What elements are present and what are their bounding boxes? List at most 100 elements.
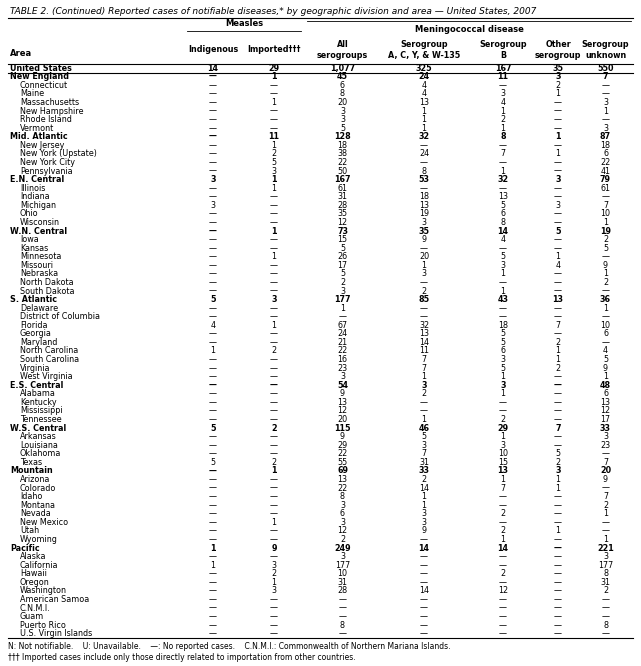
Text: —: — — [420, 141, 428, 150]
Text: 24: 24 — [419, 149, 429, 159]
Text: Mid. Atlantic: Mid. Atlantic — [10, 133, 67, 141]
Text: —: — — [270, 603, 278, 613]
Text: —: — — [209, 509, 217, 518]
Text: —: — — [209, 158, 217, 167]
Text: —: — — [499, 578, 507, 587]
Text: —: — — [554, 518, 562, 527]
Text: 12: 12 — [337, 218, 347, 227]
Text: —: — — [554, 569, 562, 578]
Text: 33: 33 — [419, 466, 429, 476]
Text: 1: 1 — [272, 252, 276, 261]
Text: —: — — [270, 235, 278, 244]
Text: 3: 3 — [556, 201, 560, 210]
Text: 35: 35 — [553, 64, 563, 73]
Text: 167: 167 — [495, 64, 512, 73]
Text: 1: 1 — [422, 372, 426, 381]
Text: 50: 50 — [337, 166, 347, 176]
Text: —: — — [554, 244, 562, 252]
Text: —: — — [554, 390, 562, 398]
Text: 1: 1 — [501, 166, 506, 176]
Text: —: — — [270, 355, 278, 364]
Text: Mountain: Mountain — [10, 466, 53, 476]
Text: —: — — [499, 158, 507, 167]
Text: —: — — [270, 390, 278, 398]
Text: —: — — [209, 415, 217, 424]
Text: —: — — [270, 441, 278, 450]
Text: —: — — [270, 304, 278, 312]
Text: 35: 35 — [337, 209, 347, 218]
Text: 5: 5 — [501, 364, 506, 373]
Text: 1: 1 — [271, 73, 277, 81]
Text: —: — — [499, 244, 507, 252]
Text: —: — — [270, 415, 278, 424]
Text: —: — — [554, 535, 562, 544]
Text: 5: 5 — [210, 458, 215, 467]
Text: —: — — [209, 535, 217, 544]
Text: —: — — [270, 192, 278, 201]
Text: —: — — [499, 81, 507, 90]
Text: —: — — [554, 235, 562, 244]
Text: —: — — [209, 226, 217, 236]
Text: 13: 13 — [497, 466, 508, 476]
Text: 67: 67 — [337, 321, 347, 330]
Text: —: — — [554, 561, 562, 569]
Text: New York City: New York City — [20, 158, 75, 167]
Text: —: — — [499, 612, 507, 621]
Text: —: — — [554, 398, 562, 407]
Text: 11: 11 — [419, 346, 429, 356]
Text: 4: 4 — [210, 321, 215, 330]
Text: 7: 7 — [421, 450, 426, 458]
Text: 6: 6 — [603, 330, 608, 338]
Text: 7: 7 — [603, 458, 608, 467]
Text: 33: 33 — [600, 424, 611, 433]
Text: 8: 8 — [500, 133, 506, 141]
Text: 3: 3 — [555, 73, 561, 81]
Text: 10: 10 — [498, 450, 508, 458]
Text: —: — — [209, 244, 217, 252]
Text: 6: 6 — [603, 390, 608, 398]
Text: 1: 1 — [501, 432, 506, 441]
Text: —: — — [270, 629, 278, 638]
Text: 3: 3 — [555, 466, 561, 476]
Text: 38: 38 — [338, 149, 347, 159]
Text: Kentucky: Kentucky — [20, 398, 56, 407]
Text: —: — — [554, 492, 562, 501]
Text: —: — — [554, 278, 562, 287]
Text: 46: 46 — [419, 424, 429, 433]
Text: 17: 17 — [601, 415, 611, 424]
Text: 5: 5 — [556, 450, 561, 458]
Text: 8: 8 — [501, 218, 506, 227]
Text: 43: 43 — [497, 295, 508, 304]
Text: 3: 3 — [340, 372, 345, 381]
Text: 3: 3 — [501, 89, 506, 99]
Text: —: — — [554, 441, 562, 450]
Text: Wisconsin: Wisconsin — [20, 218, 60, 227]
Text: 6: 6 — [340, 509, 345, 518]
Text: 53: 53 — [419, 175, 429, 184]
Text: 1: 1 — [422, 107, 426, 116]
Text: —: — — [270, 89, 278, 99]
Text: —: — — [209, 603, 217, 613]
Text: Colorado: Colorado — [20, 484, 56, 493]
Text: —: — — [209, 595, 217, 604]
Text: Missouri: Missouri — [20, 261, 53, 270]
Text: Indiana: Indiana — [20, 192, 49, 201]
Text: —: — — [270, 201, 278, 210]
Text: 5: 5 — [421, 432, 426, 441]
Text: 1: 1 — [272, 518, 276, 527]
Text: West Virginia: West Virginia — [20, 372, 72, 381]
Text: Pennsylvania: Pennsylvania — [20, 166, 72, 176]
Text: Minnesota: Minnesota — [20, 252, 62, 261]
Text: —: — — [554, 595, 562, 604]
Text: 18: 18 — [498, 321, 508, 330]
Text: 20: 20 — [419, 252, 429, 261]
Text: —: — — [270, 278, 278, 287]
Text: —: — — [209, 73, 217, 81]
Text: —: — — [499, 621, 507, 629]
Text: 1: 1 — [210, 561, 215, 569]
Text: 13: 13 — [419, 98, 429, 107]
Text: E.S. Central: E.S. Central — [10, 381, 63, 390]
Text: —: — — [209, 184, 217, 192]
Text: New England: New England — [10, 73, 69, 81]
Text: 79: 79 — [600, 175, 611, 184]
